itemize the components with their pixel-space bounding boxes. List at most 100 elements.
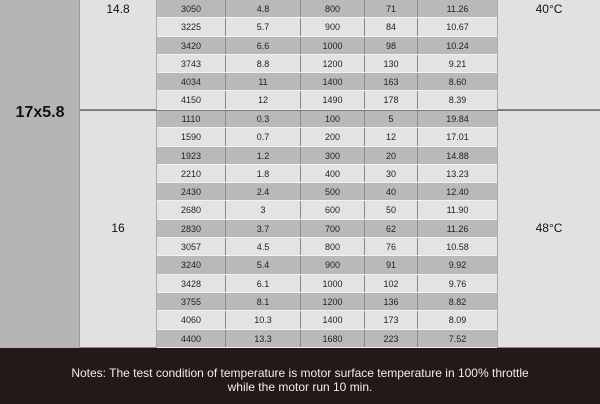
table-cell: 500: [301, 183, 365, 201]
table-cell: 8.60: [448, 77, 467, 88]
table-cell: 10.58: [446, 242, 469, 253]
table-cell: 4034: [157, 73, 226, 91]
table-cell: 14.88: [446, 150, 469, 161]
notes-line-2: while the motor run 10 min.: [227, 380, 373, 394]
table-cell: 9.76: [448, 278, 467, 289]
table-cell: 12.40: [446, 187, 469, 198]
table-cell: 800: [301, 238, 365, 256]
table-cell: 4.8: [226, 0, 301, 18]
table-cell: 1590: [157, 128, 226, 146]
table-cell: 19.84: [446, 114, 469, 124]
temperature-cell: 40°C: [497, 0, 600, 110]
table-cell: 3428: [157, 274, 226, 292]
table-cell: 136: [365, 292, 418, 311]
table-cell: 10.67: [446, 22, 469, 33]
table-cell: 11.26: [446, 223, 469, 234]
table-cell: 50: [365, 201, 418, 219]
table-cell: 3050: [157, 0, 226, 18]
voltage-cell: 14.8: [80, 0, 157, 110]
table-cell: 6.6: [226, 36, 301, 54]
table-cell: 3057: [157, 238, 226, 256]
table-cell: 71: [365, 0, 418, 18]
table-cell: 62: [365, 219, 418, 238]
table-row: 4400 13.3 1680 223 7.52: [157, 329, 497, 348]
table-cell: 200: [301, 128, 365, 146]
table-cell: 10.3: [226, 311, 301, 329]
table-cell: 2210: [157, 164, 226, 183]
table-cell: 10.24: [446, 40, 469, 51]
notes-footer: Notes: The test condition of temperature…: [0, 348, 600, 404]
table-cell: 600: [301, 201, 365, 219]
table-cell: 1923: [157, 146, 226, 164]
table-row: 1923 1.2 300 20 14.88: [157, 146, 497, 165]
table-row: 3240 5.4 900 91 9.92: [157, 256, 497, 275]
table-cell: 8.09: [448, 315, 467, 326]
table-cell: 17.01: [446, 132, 469, 143]
table-cell: 98: [365, 36, 418, 54]
table-cell: 2680: [157, 201, 226, 219]
temperature-value: 40°C: [535, 2, 563, 16]
table-cell: 5: [365, 110, 418, 128]
table-cell: 8.82: [448, 296, 467, 307]
table-cell: 8.8: [226, 54, 301, 73]
table-row: 2210 1.8 400 30 13.23: [157, 164, 497, 184]
table-cell: 300: [301, 146, 365, 164]
table-row: 2680 3 600 50 11.90: [157, 201, 497, 220]
table-cell: 3225: [157, 18, 226, 36]
data-rows: 1110 0.3 100 5 19.84 1590 0.7 200 12 17.01 1923 1.2…: [157, 110, 497, 348]
table-cell: 178: [365, 91, 418, 109]
table-cell: 0.7: [226, 128, 301, 146]
table-cell: 3755: [157, 292, 226, 311]
table-cell: 76: [365, 238, 418, 256]
table-cell: 9.21: [448, 58, 467, 69]
table-cell: 9.92: [448, 260, 467, 271]
table-cell: 6.1: [226, 274, 301, 292]
table-row: 3420 6.6 1000 98 10.24: [157, 36, 497, 55]
table-cell: 11: [226, 73, 301, 91]
table-cell: 3.7: [226, 219, 301, 238]
table-row: 1590 0.7 200 12 17.01: [157, 128, 497, 147]
table-cell: 11.90: [446, 205, 469, 216]
table-cell: 1400: [301, 73, 365, 91]
table-cell: 11.26: [446, 4, 469, 14]
table-cell: 1.2: [226, 146, 301, 164]
table-cell: 130: [365, 54, 418, 73]
table-row: 3743 8.8 1200 130 9.21: [157, 54, 497, 74]
table-cell: 900: [301, 256, 365, 274]
table-row: 3755 8.1 1200 136 8.82: [157, 292, 497, 312]
voltage-value: 14.8: [106, 2, 130, 16]
table-cell: 2830: [157, 219, 226, 238]
table-cell: 0.3: [226, 110, 301, 128]
table-cell: 4400: [157, 329, 226, 347]
table-cell: 4.5: [226, 238, 301, 256]
table-cell: 3: [226, 201, 301, 219]
table-row: 1110 0.3 100 5 19.84: [157, 110, 497, 129]
table-cell: 12: [365, 128, 418, 146]
table-cell: 700: [301, 219, 365, 238]
table-cell: 4060: [157, 311, 226, 329]
table-row: 3428 6.1 1000 102 9.76: [157, 274, 497, 293]
notes-line-1: Notes: The test condition of temperature…: [71, 366, 529, 380]
table-cell: 163: [365, 73, 418, 91]
table-row: 2830 3.7 700 62 11.26: [157, 219, 497, 239]
table-cell: 4150: [157, 91, 226, 109]
data-rows: 3050 4.8 800 71 11.26 3225 5.7 900 84 10.67 3420 6.…: [157, 0, 497, 110]
table-row: 2430 2.4 500 40 12.40: [157, 183, 497, 202]
table-cell: 102: [365, 274, 418, 292]
table-cell: 5.4: [226, 256, 301, 274]
table-cell: 3420: [157, 36, 226, 54]
table-cell: 40: [365, 183, 418, 201]
table-cell: 2.4: [226, 183, 301, 201]
temperature-cell: 48°C: [497, 110, 600, 348]
table-row: 4060 10.3 1400 173 8.09: [157, 311, 497, 330]
table-cell: 400: [301, 164, 365, 183]
table-cell: 800: [301, 0, 365, 18]
table-cell: 91: [365, 256, 418, 274]
table-cell: 84: [365, 18, 418, 36]
table-cell: 5.7: [226, 18, 301, 36]
table-cell: 1200: [301, 292, 365, 311]
table-row: 3057 4.5 800 76 10.58: [157, 238, 497, 257]
table-cell: 1.8: [226, 164, 301, 183]
table-cell: 8.1: [226, 292, 301, 311]
table-cell: 13.3: [226, 329, 301, 347]
